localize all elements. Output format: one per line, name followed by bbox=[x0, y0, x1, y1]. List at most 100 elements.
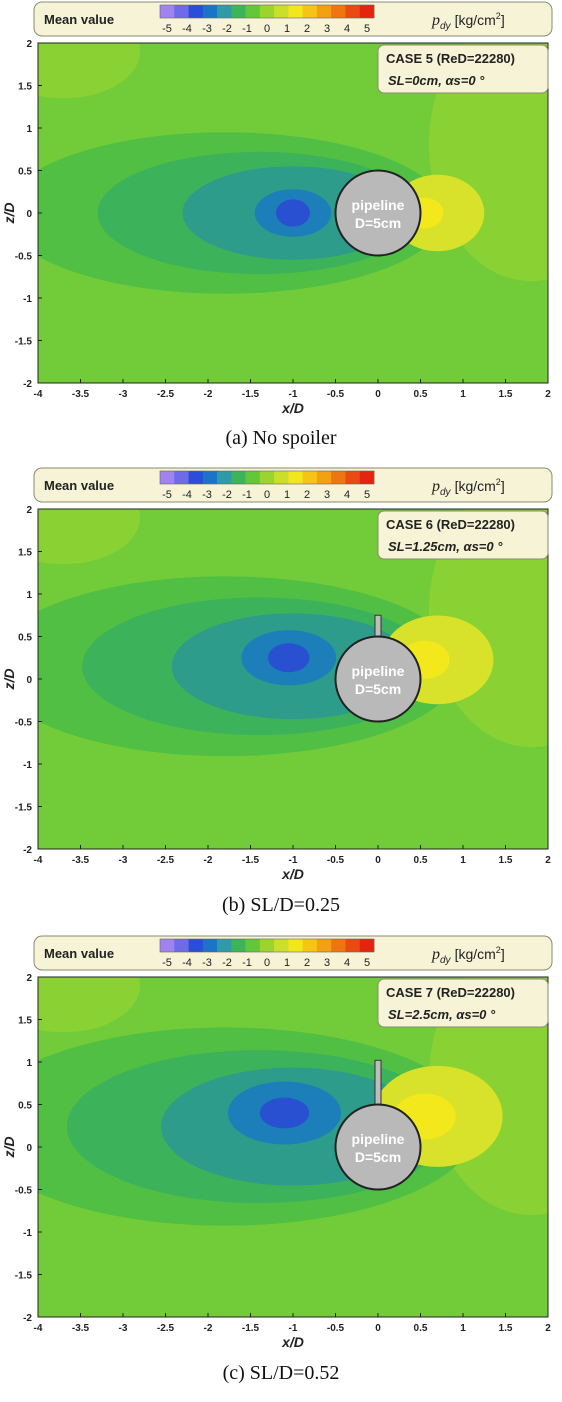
y-tick-label: -2 bbox=[23, 845, 32, 856]
colorbar-swatch bbox=[174, 471, 189, 484]
x-tick-label: -2.5 bbox=[157, 855, 175, 866]
pipeline-circle: pipeline D=5cm bbox=[334, 169, 422, 257]
colorbar-tick-label: -1 bbox=[242, 489, 252, 501]
colorbar-swatch bbox=[345, 471, 361, 484]
case-parameters: SL=1.25cm, αs=0 ° bbox=[388, 539, 503, 554]
colorbar-swatch bbox=[202, 5, 218, 18]
x-tick-label: -3 bbox=[119, 1323, 128, 1334]
x-tick-label: -2 bbox=[204, 1323, 213, 1334]
colorbar-tick-label: -5 bbox=[162, 957, 172, 969]
quantity-label: pdy [kg/cm2] bbox=[431, 11, 505, 32]
colorbar-swatch bbox=[217, 471, 232, 484]
chart-panel-1: Mean value -5 -4 -3 -2 -1 0 1 2 3 4 5 pdy [kg/cm2] pip… bbox=[0, 0, 562, 462]
colorbar-tick-label: -5 bbox=[162, 489, 172, 501]
colorbar-swatch bbox=[202, 939, 218, 952]
colorbar-tick-label: -1 bbox=[242, 23, 252, 35]
colorbar-swatch bbox=[331, 5, 346, 18]
colorbar-swatch bbox=[274, 939, 289, 952]
x-tick-label: -1 bbox=[289, 389, 298, 400]
field-region bbox=[38, 43, 140, 99]
x-tick-label: -1.5 bbox=[242, 855, 260, 866]
colorbar-swatch bbox=[245, 5, 261, 18]
y-tick-label: -1 bbox=[23, 294, 32, 305]
chart-panel-3: Mean value -5 -4 -3 -2 -1 0 1 2 3 4 5 pdy [kg/cm2] pip… bbox=[0, 934, 562, 1396]
colorbar-tick-label: 3 bbox=[324, 489, 330, 501]
pipeline-diameter-label: D=5cm bbox=[355, 1149, 401, 1165]
colorbar-swatch bbox=[288, 471, 303, 484]
colorbar-tick-label: 0 bbox=[264, 23, 270, 35]
y-tick-label: 1.5 bbox=[18, 82, 32, 93]
y-tick-label: -1 bbox=[23, 760, 32, 771]
y-tick-label: 1 bbox=[26, 590, 32, 601]
pipeline-label: pipeline bbox=[352, 197, 405, 213]
pipeline-label: pipeline bbox=[352, 663, 405, 679]
case-title: CASE 6 (ReD=22280) bbox=[386, 517, 515, 532]
y-tick-label: -2 bbox=[23, 379, 32, 390]
x-tick-label: -0.5 bbox=[327, 855, 345, 866]
y-tick-label: 0.5 bbox=[18, 1101, 32, 1112]
figure-caption: (b) SL/D=0.25 bbox=[222, 894, 340, 916]
x-tick-label: 1.5 bbox=[499, 389, 513, 400]
legend-title: Mean value bbox=[44, 478, 114, 493]
y-tick-label: 2 bbox=[26, 39, 32, 50]
x-tick-label: 1 bbox=[460, 855, 466, 866]
colorbar-tick-label: 5 bbox=[364, 23, 370, 35]
case-title: CASE 7 (ReD=22280) bbox=[386, 985, 515, 1000]
colorbar-swatch bbox=[316, 471, 332, 484]
x-tick-label: -4 bbox=[34, 389, 43, 400]
colorbar-swatch bbox=[231, 5, 246, 18]
x-tick-label: -0.5 bbox=[327, 1323, 345, 1334]
legend-title: Mean value bbox=[44, 946, 114, 961]
colorbar-tick-label: -2 bbox=[222, 957, 232, 969]
colorbar-tick-label: -4 bbox=[182, 489, 192, 501]
colorbar-swatch bbox=[259, 939, 275, 952]
x-tick-label: 0.5 bbox=[414, 855, 428, 866]
x-tick-label: 0 bbox=[375, 389, 381, 400]
axes: -4 -3.5 -3 -2.5 -2 -1.5 -1 -0.5 0 0.5 1 1.5 2 2 1.5 1 0.… bbox=[1, 39, 551, 416]
y-tick-label: -1 bbox=[23, 1228, 32, 1239]
legend: Mean value -5 -4 -3 -2 -1 0 1 2 3 4 5 pdy [kg/cm2] bbox=[33, 1, 553, 37]
x-tick-label: -3.5 bbox=[72, 389, 90, 400]
field-region bbox=[259, 1097, 310, 1129]
field-region bbox=[276, 199, 310, 227]
colorbar-tick-label: 4 bbox=[344, 957, 350, 969]
legend: Mean value -5 -4 -3 -2 -1 0 1 2 3 4 5 pdy [kg/cm2] bbox=[33, 935, 553, 971]
colorbar-tick-label: 1 bbox=[284, 957, 290, 969]
x-tick-label: -0.5 bbox=[327, 389, 345, 400]
y-tick-label: 2 bbox=[26, 505, 32, 516]
y-tick-label: 1 bbox=[26, 124, 32, 135]
y-tick-label: -1.5 bbox=[15, 337, 33, 348]
pipeline-label: pipeline bbox=[352, 1131, 405, 1147]
colorbar-swatch bbox=[160, 939, 175, 952]
quantity-label: pdy [kg/cm2] bbox=[431, 477, 505, 498]
case-parameters: SL=0cm, αs=0 ° bbox=[388, 73, 485, 88]
colorbar-swatch bbox=[160, 5, 175, 18]
colorbar-tick-label: 5 bbox=[364, 489, 370, 501]
colorbar-swatch bbox=[359, 939, 375, 952]
colorbar-swatch bbox=[331, 939, 346, 952]
figure-caption: (a) No spoiler bbox=[225, 427, 337, 449]
case-info-box: CASE 7 (ReD=22280) SL=2.5cm, αs=0 ° bbox=[377, 978, 549, 1028]
x-tick-label: 2 bbox=[545, 389, 551, 400]
y-axis-label: z/D bbox=[1, 203, 17, 225]
case-info-box: CASE 6 (ReD=22280) SL=1.25cm, αs=0 ° bbox=[377, 510, 549, 560]
case-parameters: SL=2.5cm, αs=0 ° bbox=[388, 1007, 496, 1022]
x-tick-label: -2.5 bbox=[157, 389, 175, 400]
colorbar-swatch bbox=[302, 939, 318, 952]
pipeline-circle: pipeline D=5cm bbox=[334, 1059, 422, 1191]
x-tick-label: -3.5 bbox=[72, 1323, 90, 1334]
x-tick-label: -2 bbox=[204, 855, 213, 866]
colorbar-tick-label: -1 bbox=[242, 957, 252, 969]
colorbar-swatch bbox=[359, 5, 375, 18]
colorbar-tick-label: -3 bbox=[202, 489, 212, 501]
y-tick-label: 0.5 bbox=[18, 167, 32, 178]
colorbar-swatch bbox=[259, 5, 275, 18]
colorbar-swatch bbox=[174, 5, 189, 18]
colorbar-swatch bbox=[274, 5, 289, 18]
x-tick-label: 0.5 bbox=[414, 389, 428, 400]
axes: -4 -3.5 -3 -2.5 -2 -1.5 -1 -0.5 0 0.5 1 1.5 2 2 1.5 1 0.… bbox=[1, 973, 551, 1350]
y-axis-label: z/D bbox=[1, 669, 17, 691]
colorbar-tick-label: 3 bbox=[324, 23, 330, 35]
legend: Mean value -5 -4 -3 -2 -1 0 1 2 3 4 5 pdy [kg/cm2] bbox=[33, 467, 553, 503]
x-tick-label: 2 bbox=[545, 1323, 551, 1334]
